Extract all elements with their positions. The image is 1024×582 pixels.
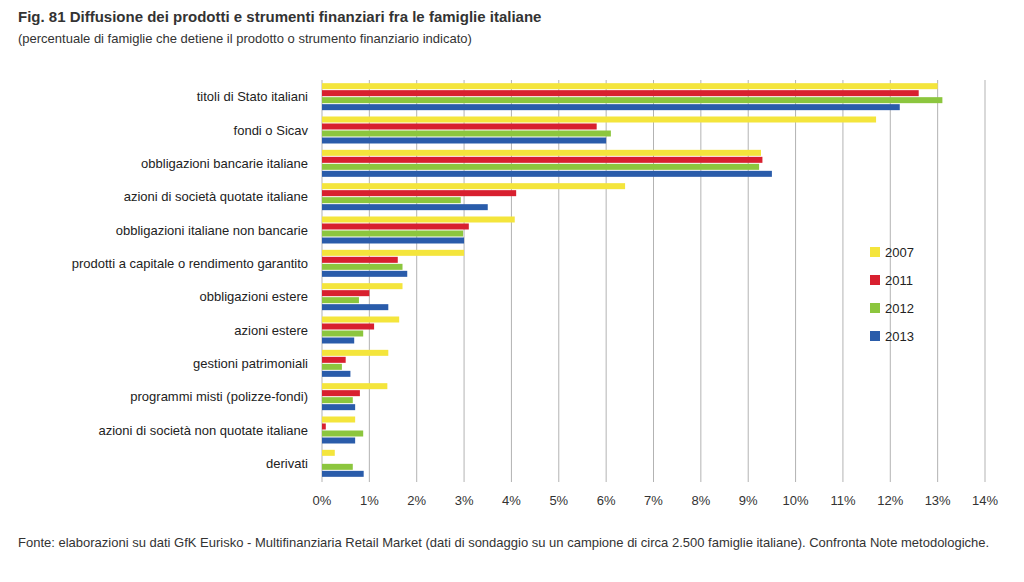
tick-label: 6% — [597, 493, 616, 508]
grid-line — [795, 80, 796, 482]
tick-label: 7% — [644, 493, 663, 508]
bar — [322, 457, 323, 463]
title: Fig. 81 Diffusione dei prodotti e strume… — [18, 8, 541, 25]
tick-label: 14% — [972, 493, 998, 508]
category-label: obbligazioni estere — [200, 289, 308, 304]
bar — [322, 231, 463, 237]
category-label: derivati — [266, 456, 308, 471]
legend-swatch — [870, 275, 880, 285]
legend-swatch — [870, 247, 880, 257]
tick-label: 13% — [925, 493, 951, 508]
bar — [322, 371, 350, 377]
bar — [322, 438, 355, 444]
tick-label: 8% — [691, 493, 710, 508]
bar — [322, 404, 355, 410]
chart: 0% 1% 2% 3% 4% 5% 6% 7% 8% 9% 10% 11% 12% 13% 14% titol… — [0, 0, 1024, 582]
x-axis: 0% 1% 2% 3% 4% 5% 6% 7% 8% 9% 10% 11% 12% 13% 14% — [313, 493, 999, 508]
subtitle: (percentuale di famiglie che detiene il … — [18, 31, 472, 46]
bar — [322, 190, 516, 196]
grid-line — [937, 80, 938, 482]
bars — [322, 83, 942, 477]
legend-swatch — [870, 331, 880, 341]
bar — [322, 304, 388, 310]
bar — [322, 297, 359, 303]
tick-label: 3% — [455, 493, 474, 508]
bar — [322, 464, 353, 470]
tick-label: 11% — [830, 493, 855, 508]
bar — [322, 364, 342, 370]
bar — [322, 471, 364, 477]
bar — [322, 338, 354, 344]
bar — [322, 217, 515, 223]
bar — [322, 290, 369, 296]
bar — [322, 450, 335, 456]
legend-label: 2013 — [885, 329, 914, 344]
category-label: obbligazioni bancarie italiane — [141, 156, 308, 171]
bar — [322, 271, 407, 277]
grid-line — [653, 80, 654, 482]
bar — [322, 83, 938, 89]
category-label: prodotti a capitale o rendimento garanti… — [72, 256, 308, 271]
bar — [322, 383, 387, 389]
grid — [322, 80, 985, 482]
bar — [322, 331, 363, 337]
bar — [322, 131, 611, 137]
tick-label: 10% — [783, 493, 809, 508]
bar — [322, 431, 363, 437]
category-label: titoli di Stato italiani — [197, 89, 308, 104]
bar — [322, 224, 469, 230]
bar — [322, 90, 919, 96]
bar — [322, 238, 464, 244]
category-label: fondi o Sicav — [234, 123, 309, 138]
bar — [322, 350, 388, 356]
legend-label: 2007 — [885, 245, 914, 260]
category-label: gestioni patrimoniali — [193, 356, 308, 371]
tick-label: 12% — [877, 493, 903, 508]
y-axis: titoli di Stato italiani fondi o Sicav obb… — [72, 89, 309, 471]
category-label: azioni estere — [234, 323, 308, 338]
category-label: azioni di società quotate italiane — [124, 189, 308, 204]
source: Fonte: elaborazioni su dati GfK Eurisko … — [18, 533, 1008, 553]
bar — [322, 257, 398, 263]
tick-label: 2% — [407, 493, 426, 508]
bar — [322, 138, 606, 144]
bar — [322, 397, 353, 403]
bar — [322, 283, 403, 289]
category-label: programmi misti (polizze-fondi) — [130, 389, 308, 404]
bar — [322, 150, 761, 156]
bar — [322, 417, 355, 423]
bar — [322, 157, 762, 163]
tick-label: 4% — [502, 493, 521, 508]
tick-label: 1% — [360, 493, 379, 508]
bar — [322, 197, 461, 203]
bar — [322, 104, 900, 110]
grid-line — [700, 80, 701, 482]
bar — [322, 250, 464, 256]
bar — [322, 164, 759, 170]
bar — [322, 390, 360, 396]
tick-label: 9% — [739, 493, 758, 508]
legend-swatch — [870, 303, 880, 313]
bar — [322, 124, 597, 130]
legend: 2007 2011 2012 2013 — [870, 245, 914, 344]
grid-line — [842, 80, 843, 482]
tick-label: 0% — [313, 493, 332, 508]
bar — [322, 204, 488, 210]
grid-line — [985, 80, 986, 482]
bar — [322, 424, 326, 430]
category-label: azioni di società non quotate italiane — [98, 423, 308, 438]
bar — [322, 357, 346, 363]
bar — [322, 183, 625, 189]
legend-label: 2011 — [885, 273, 913, 288]
legend-label: 2012 — [885, 301, 914, 316]
bar — [322, 324, 374, 330]
grid-line — [748, 80, 749, 482]
bar — [322, 264, 403, 270]
bar — [322, 117, 876, 123]
bar — [322, 171, 772, 177]
bar — [322, 97, 942, 103]
bar — [322, 317, 399, 323]
tick-label: 5% — [549, 493, 568, 508]
category-label: obbligazioni italiane non bancarie — [116, 223, 308, 238]
